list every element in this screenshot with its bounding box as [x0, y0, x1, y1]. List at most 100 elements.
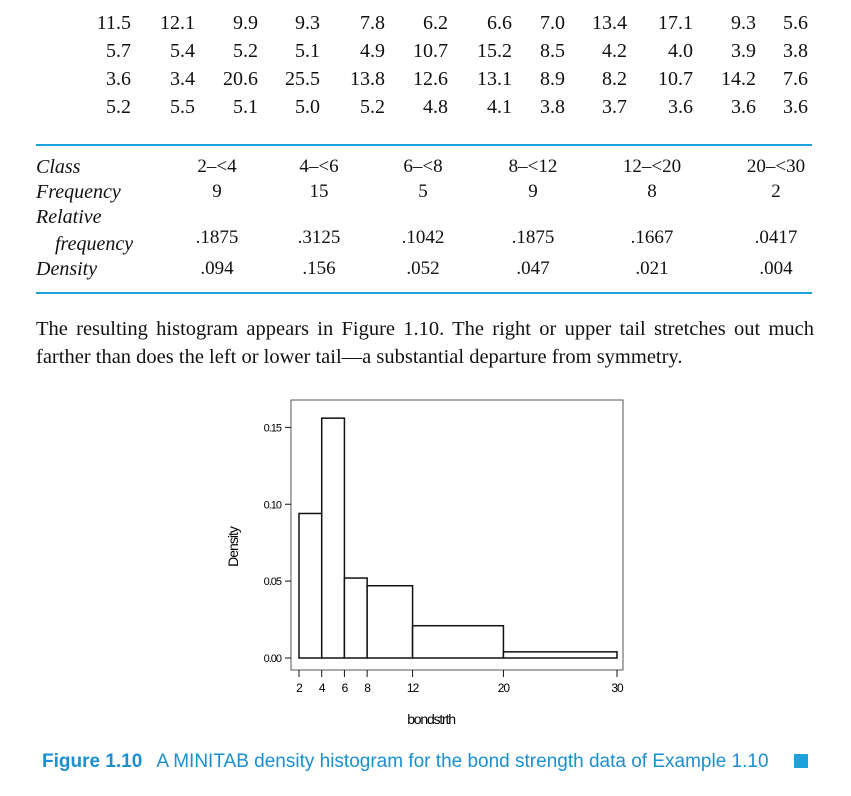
- x-tick-label: 20: [498, 681, 511, 695]
- plot-frame: [290, 399, 624, 671]
- relative-frequency-cell: .1875: [511, 227, 555, 248]
- raw-data-grid: 11.5 12.1 9.9 9.3 7.8 6.2 6.6 7.0 13.4 17.1 9.3 5.6…: [0, 0, 851, 130]
- data-value: 3.7: [602, 96, 627, 118]
- label-relative-frequency: frequency: [55, 233, 134, 255]
- data-value: 25.5: [285, 68, 320, 90]
- density-cell: .156: [302, 258, 336, 279]
- table-top-rule: [36, 144, 812, 146]
- data-value: 4.2: [602, 40, 627, 62]
- x-tick-label: 8: [364, 681, 371, 695]
- data-value: 5.6: [783, 12, 808, 34]
- figure-caption-text: A MINITAB density histogram for the bond…: [156, 751, 769, 772]
- data-value: 4.1: [487, 96, 512, 118]
- x-tick-label: 6: [342, 681, 349, 695]
- relative-frequency-cell: .1875: [195, 227, 239, 248]
- data-value: 8.2: [602, 68, 627, 90]
- class-interval-cell: 20–<30: [746, 156, 806, 177]
- figure-number: Figure 1.10: [42, 751, 143, 772]
- x-tick-label: 2: [296, 681, 303, 695]
- data-value: 13.4: [592, 12, 627, 34]
- label-frequency: Frequency: [36, 181, 121, 203]
- relative-frequency-cell: .0417: [754, 227, 798, 248]
- y-axis-label: Density: [225, 526, 241, 567]
- data-value: 3.8: [783, 40, 808, 62]
- data-value: 6.6: [487, 12, 512, 34]
- data-value: 6.2: [423, 12, 448, 34]
- data-value: 12.6: [413, 68, 448, 90]
- data-value: 9.3: [731, 12, 756, 34]
- density-cell: .004: [759, 258, 793, 279]
- class-interval-cell: 2–<4: [197, 156, 237, 177]
- data-value: 3.6: [783, 96, 808, 118]
- data-value: 5.5: [170, 96, 195, 118]
- density-histogram: 0.00 0.05 0.10 0.15 2 4 6 8 12 20 30 bondstrth Densi…: [225, 399, 625, 727]
- data-value: 10.7: [413, 40, 448, 62]
- y-tick-label: 0.00: [264, 653, 282, 665]
- y-tick-label: 0.10: [264, 499, 282, 511]
- data-value: 7.0: [540, 12, 565, 34]
- data-value: 5.7: [106, 40, 131, 62]
- data-value: 8.5: [540, 40, 565, 62]
- data-value: 5.2: [106, 96, 131, 118]
- data-value: 5.1: [295, 40, 320, 62]
- frequency-cell: 15: [309, 181, 329, 202]
- density-cell: .094: [200, 258, 234, 279]
- x-tick-label: 12: [407, 681, 420, 695]
- data-value: 13.8: [350, 68, 385, 90]
- data-value: 14.2: [721, 68, 756, 90]
- relative-frequency-cell: .3125: [297, 227, 341, 248]
- data-value: 3.6: [731, 96, 756, 118]
- body-paragraph: The resulting histogram appears in Figur…: [36, 318, 814, 368]
- frequency-cell: 2: [771, 181, 781, 202]
- class-interval-cell: 6–<8: [403, 156, 443, 177]
- table-bottom-rule: [36, 292, 812, 294]
- histogram-bar: [298, 512, 323, 659]
- y-tick-label: 0.05: [264, 576, 282, 588]
- data-value: 13.1: [477, 68, 512, 90]
- label-relative: Relative: [36, 206, 102, 228]
- data-value: 4.8: [423, 96, 448, 118]
- frequency-cell: 8: [647, 181, 657, 202]
- figure-caption: Figure 1.10 A MINITAB density histogram f…: [42, 749, 769, 775]
- x-tick-label: 30: [611, 681, 624, 695]
- data-value: 20.6: [223, 68, 258, 90]
- density-cell: .021: [635, 258, 669, 279]
- data-value: 3.9: [731, 40, 756, 62]
- data-value: 17.1: [658, 12, 693, 34]
- class-interval-cell: 12–<20: [622, 156, 682, 177]
- end-of-caption-square-icon: [794, 754, 808, 768]
- histogram-bar: [320, 417, 346, 659]
- x-tick-label: 4: [319, 681, 326, 695]
- class-interval-cell: 8–<12: [508, 156, 558, 177]
- data-value: 9.9: [233, 12, 258, 34]
- data-value: 15.2: [477, 40, 512, 62]
- data-value: 3.6: [106, 68, 131, 90]
- data-value: 4.0: [668, 40, 693, 62]
- label-class: Class: [36, 156, 81, 178]
- histogram-bar: [366, 584, 414, 659]
- frequency-cell: 9: [212, 181, 222, 202]
- data-value: 9.3: [295, 12, 320, 34]
- label-density: Density: [36, 258, 98, 280]
- data-value: 3.8: [540, 96, 565, 118]
- data-value: 12.1: [160, 12, 195, 34]
- data-value: 11.5: [96, 12, 131, 34]
- data-value: 3.6: [668, 96, 693, 118]
- data-value: 5.2: [360, 96, 385, 118]
- data-value: 3.4: [170, 68, 195, 90]
- histogram-bar: [343, 577, 368, 659]
- frequency-cell: 5: [418, 181, 428, 202]
- class-interval-cell: 4–<6: [299, 156, 339, 177]
- y-tick-label: 0.15: [264, 422, 282, 434]
- frequency-cell: 9: [528, 181, 538, 202]
- data-value: 5.1: [233, 96, 258, 118]
- data-value: 5.2: [233, 40, 258, 62]
- histogram-bar: [502, 651, 618, 659]
- density-cell: .052: [406, 258, 440, 279]
- relative-frequency-cell: .1042: [401, 227, 445, 248]
- histogram-bar: [411, 624, 505, 659]
- data-value: 5.0: [295, 96, 320, 118]
- relative-frequency-cell: .1667: [630, 227, 674, 248]
- data-value: 4.9: [360, 40, 385, 62]
- x-axis-label: bondstrth: [407, 711, 455, 727]
